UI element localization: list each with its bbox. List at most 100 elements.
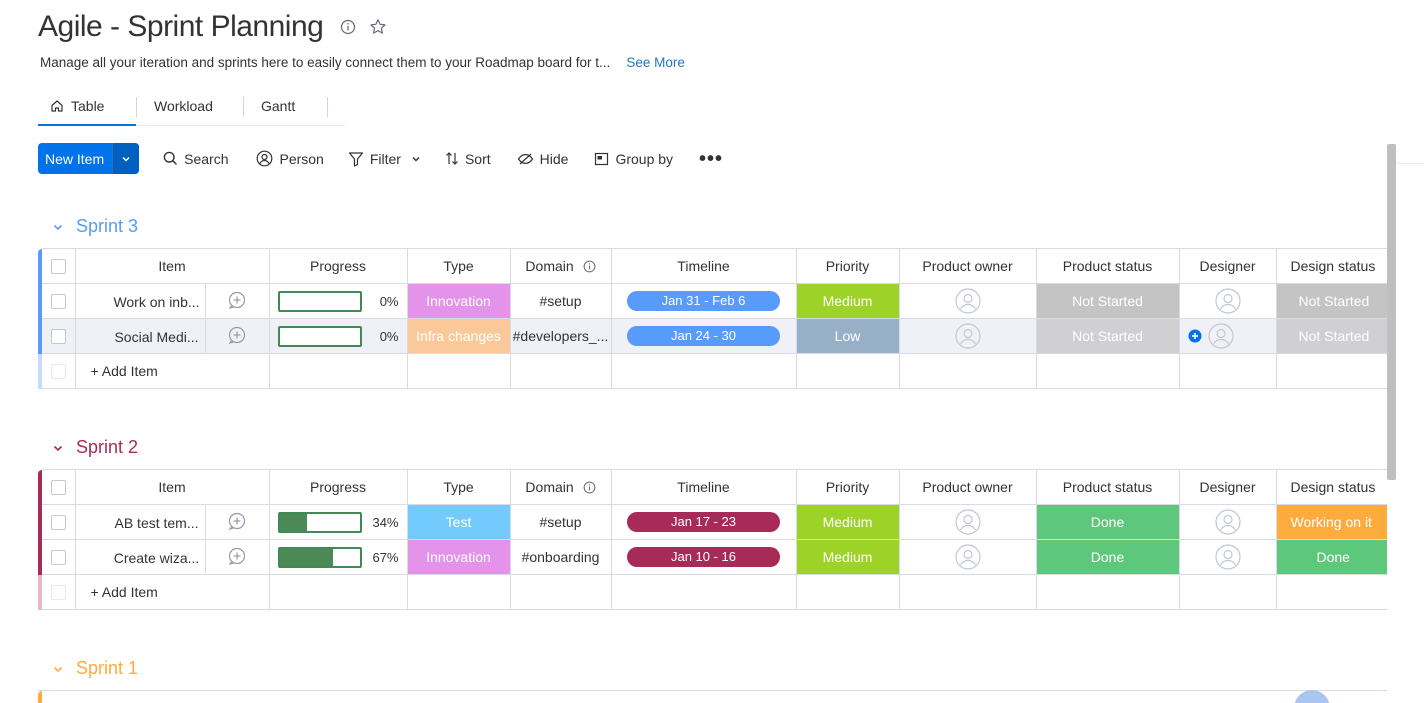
help-avatar[interactable] bbox=[1294, 690, 1330, 703]
tab-table[interactable]: Table bbox=[38, 93, 137, 126]
row-checkbox[interactable] bbox=[42, 504, 76, 540]
add-item-input[interactable]: + Add Item bbox=[75, 353, 270, 389]
designer-cell[interactable] bbox=[1179, 504, 1277, 540]
row-checkbox[interactable] bbox=[42, 283, 76, 319]
column-header-priority[interactable]: Priority bbox=[796, 248, 900, 284]
tab-gantt[interactable]: Gantt bbox=[243, 93, 328, 126]
type-cell[interactable]: Innovation bbox=[407, 283, 511, 319]
row-checkbox[interactable] bbox=[42, 539, 76, 575]
add-item-row[interactable]: + Add Item bbox=[38, 574, 1387, 610]
column-header-item[interactable]: Item bbox=[75, 469, 270, 505]
priority-cell[interactable]: Medium bbox=[796, 539, 900, 575]
domain-cell[interactable]: #developers_... bbox=[510, 318, 612, 354]
group-header-sprint-2[interactable]: Sprint 2 bbox=[52, 437, 138, 458]
avatar-placeholder-icon bbox=[1207, 323, 1234, 349]
product-status-cell[interactable]: Not Started bbox=[1036, 318, 1180, 354]
info-icon[interactable] bbox=[339, 18, 357, 36]
chevron-down-icon[interactable] bbox=[113, 143, 140, 174]
priority-cell[interactable]: Medium bbox=[796, 283, 900, 319]
designer-cell[interactable] bbox=[1179, 539, 1277, 575]
timeline-cell[interactable]: Jan 10 - 16 bbox=[611, 539, 797, 575]
domain-cell[interactable]: #setup bbox=[510, 504, 612, 540]
column-header-timeline[interactable]: Timeline bbox=[611, 469, 797, 505]
chevron-down-icon[interactable] bbox=[52, 663, 64, 675]
chevron-down-icon[interactable] bbox=[52, 221, 64, 233]
group-header-sprint-1[interactable]: Sprint 1 bbox=[52, 658, 138, 679]
type-cell[interactable]: Innovation bbox=[407, 539, 511, 575]
product-status-cell[interactable]: Done bbox=[1036, 504, 1180, 540]
table-row[interactable]: Social Medi... 0% Infra changes #develop… bbox=[38, 318, 1387, 354]
group-by-button[interactable]: Group by bbox=[594, 151, 673, 167]
see-more-link[interactable]: See More bbox=[626, 55, 685, 70]
timeline-cell[interactable]: Jan 17 - 23 bbox=[611, 504, 797, 540]
column-header-product-owner[interactable]: Product owner bbox=[899, 248, 1037, 284]
column-header-domain[interactable]: Domain bbox=[510, 248, 612, 284]
type-cell[interactable]: Test bbox=[407, 504, 511, 540]
progress-cell: 34% bbox=[269, 504, 408, 540]
column-header-type[interactable]: Type bbox=[407, 248, 511, 284]
designer-cell[interactable] bbox=[1179, 283, 1277, 319]
sort-button[interactable]: Sort bbox=[445, 151, 491, 167]
product-status-cell[interactable]: Not Started bbox=[1036, 283, 1180, 319]
search-button[interactable]: Search bbox=[163, 151, 228, 167]
table-row[interactable]: AB test tem... 34% Test #setup Jan 17 - … bbox=[38, 504, 1387, 540]
product-owner-cell[interactable] bbox=[899, 283, 1037, 319]
product-owner-cell[interactable] bbox=[899, 504, 1037, 540]
new-item-label[interactable]: New Item bbox=[38, 143, 114, 174]
priority-cell[interactable]: Low bbox=[796, 318, 900, 354]
designer-cell[interactable] bbox=[1179, 318, 1277, 354]
add-item-input[interactable]: + Add Item bbox=[75, 574, 270, 610]
design-status-cell[interactable]: Done bbox=[1276, 539, 1387, 575]
star-icon[interactable] bbox=[369, 18, 387, 36]
domain-cell[interactable]: #setup bbox=[510, 283, 612, 319]
column-header-priority[interactable]: Priority bbox=[796, 469, 900, 505]
column-header-item[interactable]: Item bbox=[75, 248, 270, 284]
product-status-cell[interactable]: Done bbox=[1036, 539, 1180, 575]
column-header-design-status[interactable]: Design status bbox=[1276, 469, 1387, 505]
design-status-cell[interactable]: Working on it bbox=[1276, 504, 1387, 540]
table-row[interactable]: Create wiza... 67% Innovation #onboardin… bbox=[38, 539, 1387, 575]
vertical-scrollbar[interactable] bbox=[1387, 144, 1396, 480]
column-header-design-status[interactable]: Design status bbox=[1276, 248, 1387, 284]
type-cell[interactable]: Infra changes bbox=[407, 318, 511, 354]
item-name-cell[interactable]: Create wiza... bbox=[75, 539, 206, 575]
add-item-row[interactable]: + Add Item bbox=[38, 353, 1387, 389]
domain-cell[interactable]: #onboarding bbox=[510, 539, 612, 575]
priority-cell[interactable]: Medium bbox=[796, 504, 900, 540]
column-header-timeline[interactable]: Timeline bbox=[611, 248, 797, 284]
item-name-cell[interactable]: Work on inb... bbox=[75, 283, 206, 319]
tab-workload[interactable]: Workload bbox=[136, 93, 244, 126]
column-header-product-status[interactable]: Product status bbox=[1036, 469, 1180, 505]
timeline-cell[interactable]: Jan 24 - 30 bbox=[611, 318, 797, 354]
row-checkbox[interactable] bbox=[42, 318, 76, 354]
chevron-down-icon[interactable] bbox=[52, 442, 64, 454]
column-header-progress[interactable]: Progress bbox=[269, 469, 408, 505]
filter-button[interactable]: Filter bbox=[348, 151, 421, 167]
column-header-designer[interactable]: Designer bbox=[1179, 248, 1277, 284]
column-header-product-owner[interactable]: Product owner bbox=[899, 469, 1037, 505]
column-header-product-status[interactable]: Product status bbox=[1036, 248, 1180, 284]
column-header-designer[interactable]: Designer bbox=[1179, 469, 1277, 505]
column-header-domain[interactable]: Domain bbox=[510, 469, 612, 505]
product-owner-cell[interactable] bbox=[899, 318, 1037, 354]
select-all-checkbox[interactable] bbox=[42, 469, 76, 505]
timeline-cell[interactable]: Jan 31 - Feb 6 bbox=[611, 283, 797, 319]
product-owner-cell[interactable] bbox=[899, 539, 1037, 575]
column-header-type[interactable]: Type bbox=[407, 469, 511, 505]
select-all-checkbox[interactable] bbox=[42, 248, 76, 284]
more-options-icon[interactable]: ••• bbox=[699, 147, 724, 170]
person-filter-button[interactable]: Person bbox=[256, 150, 324, 167]
add-update-icon[interactable] bbox=[204, 504, 270, 540]
column-header-progress[interactable]: Progress bbox=[269, 248, 408, 284]
add-update-icon[interactable] bbox=[204, 283, 270, 319]
new-item-button[interactable]: New Item bbox=[38, 143, 140, 174]
add-update-icon[interactable] bbox=[204, 539, 270, 575]
add-update-icon[interactable] bbox=[204, 318, 270, 354]
hide-button[interactable]: Hide bbox=[517, 151, 568, 167]
item-name-cell[interactable]: AB test tem... bbox=[75, 504, 206, 540]
item-name-cell[interactable]: Social Medi... bbox=[75, 318, 206, 354]
group-header-sprint-3[interactable]: Sprint 3 bbox=[52, 216, 138, 237]
design-status-cell[interactable]: Not Started bbox=[1276, 318, 1387, 354]
table-row[interactable]: Work on inb... 0% Innovation #setup Jan … bbox=[38, 283, 1387, 319]
design-status-cell[interactable]: Not Started bbox=[1276, 283, 1387, 319]
